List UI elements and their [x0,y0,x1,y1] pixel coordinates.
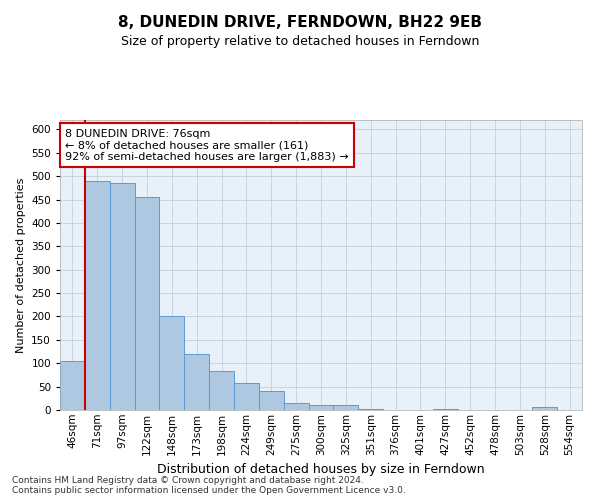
Bar [85,181,110,410]
Bar [234,384,259,410]
Bar [184,354,209,410]
Bar [532,406,557,410]
Y-axis label: Number of detached properties: Number of detached properties [16,178,26,352]
Bar [110,183,134,410]
Bar [308,406,334,410]
Bar [134,197,160,410]
X-axis label: Distribution of detached houses by size in Ferndown: Distribution of detached houses by size … [157,463,485,476]
Bar [160,316,184,410]
Bar [334,406,358,410]
Bar [358,409,383,410]
Bar [209,371,234,410]
Text: 8, DUNEDIN DRIVE, FERNDOWN, BH22 9EB: 8, DUNEDIN DRIVE, FERNDOWN, BH22 9EB [118,15,482,30]
Bar [60,361,85,410]
Text: Size of property relative to detached houses in Ferndown: Size of property relative to detached ho… [121,35,479,48]
Bar [433,409,458,410]
Bar [284,403,308,410]
Bar [259,392,284,410]
Text: Contains HM Land Registry data © Crown copyright and database right 2024.
Contai: Contains HM Land Registry data © Crown c… [12,476,406,495]
Text: 8 DUNEDIN DRIVE: 76sqm
← 8% of detached houses are smaller (161)
92% of semi-det: 8 DUNEDIN DRIVE: 76sqm ← 8% of detached … [65,128,349,162]
